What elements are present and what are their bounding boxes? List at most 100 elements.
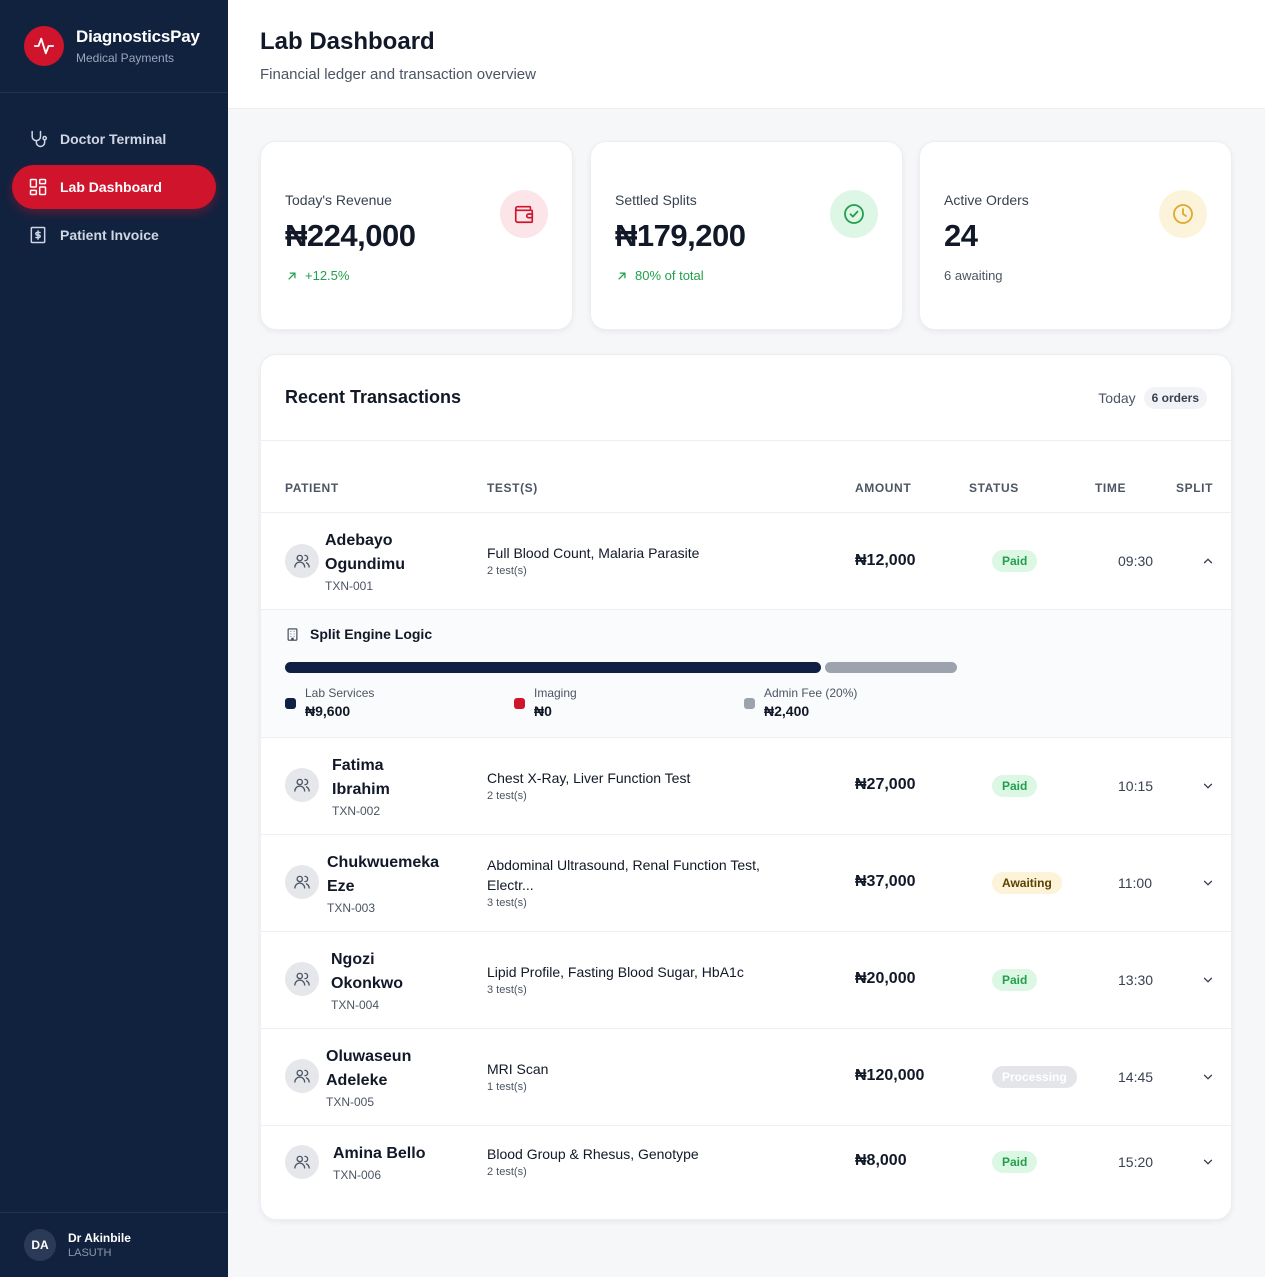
building-icon <box>287 627 298 641</box>
split-bar-admin-fee <box>825 662 957 673</box>
tests-count: 2 test(s) <box>487 1166 527 1178</box>
tests-cell: Lipid Profile, Fasting Blood Sugar, HbA1… <box>487 962 787 996</box>
trend-up-icon <box>288 271 296 280</box>
clock-icon <box>1159 190 1207 238</box>
recent-transactions-card: Recent Transactions Today 6 orders PATIE… <box>260 354 1232 1220</box>
tests-list: Abdominal Ultrasound, Renal Function Tes… <box>487 857 760 893</box>
nav-item-doctor-terminal[interactable]: Doctor Terminal <box>12 117 216 161</box>
table-row[interactable]: Fatima Ibrahim TXN-002 Chest X-Ray, Live… <box>261 738 1231 835</box>
user-profile[interactable]: DA Dr Akinbile LASUTH <box>0 1212 228 1277</box>
kpi-sub: +12.5% <box>305 268 350 283</box>
status-badge: Paid <box>992 550 1038 572</box>
transaction-id: TXN-001 <box>325 579 374 593</box>
period-label: Today <box>1098 389 1136 406</box>
split-title: Split Engine Logic <box>285 626 432 642</box>
col-tests: TEST(S) <box>487 481 538 495</box>
heartbeat-logo-icon <box>24 26 64 66</box>
legend-value: ₦2,400 <box>764 703 810 719</box>
patient-name: Amina Bello <box>333 1145 426 1162</box>
tests-cell: Abdominal Ultrasound, Renal Function Tes… <box>487 855 787 909</box>
kpi-value: 24 <box>944 218 978 253</box>
transactions-header: Recent Transactions Today 6 orders <box>261 355 1231 441</box>
time: 11:00 <box>1118 875 1152 891</box>
patient-avatar-icon <box>285 962 319 996</box>
kpi-value: ₦224,000 <box>285 218 416 253</box>
kpi-trend: 80% of total <box>615 268 878 283</box>
amount: ₦8,000 <box>855 1152 907 1169</box>
tests-count: 1 test(s) <box>487 1081 527 1093</box>
chevron-down-icon[interactable] <box>1201 876 1215 890</box>
user-name: Dr Akinbile <box>68 1231 131 1245</box>
status-badge: Paid <box>992 775 1038 797</box>
tests-list: Blood Group & Rhesus, Genotype <box>487 1146 699 1162</box>
nav-label: Patient Invoice <box>60 227 159 243</box>
app-name: DiagnosticsPay <box>76 27 200 46</box>
stethoscope-icon <box>31 130 48 148</box>
tests-cell: MRI Scan 1 test(s) <box>487 1059 787 1093</box>
kpi-card-revenue: Today's Revenue ₦224,000 +12.5% <box>260 141 573 330</box>
kpi-sub: 80% of total <box>635 268 704 283</box>
chevron-down-icon[interactable] <box>1201 1070 1215 1084</box>
patient-avatar-icon <box>285 1059 319 1093</box>
col-time: TIME <box>1095 481 1127 495</box>
page-header: Lab Dashboard Financial ledger and trans… <box>228 0 1265 109</box>
legend-dot <box>285 698 296 709</box>
kpi-card-settled: Settled Splits ₦179,200 80% of total <box>590 141 903 330</box>
patient-name: Ogundimu <box>325 556 405 573</box>
app-subtitle: Medical Payments <box>76 51 175 65</box>
table-row[interactable]: Ngozi Okonkwo TXN-004 Lipid Profile, Fas… <box>261 932 1231 1029</box>
transaction-id: TXN-006 <box>333 1168 382 1182</box>
col-split: SPLIT <box>1176 481 1214 495</box>
split-title-text: Split Engine Logic <box>310 626 433 642</box>
status-badge: Paid <box>992 969 1038 991</box>
nav-item-lab-dashboard[interactable]: Lab Dashboard <box>12 165 216 209</box>
legend-value: ₦0 <box>534 703 552 719</box>
sidebar: DiagnosticsPay Medical Payments Doctor T… <box>0 0 228 1277</box>
patient-name: Ibrahim <box>332 781 390 798</box>
status-badge: Processing <box>992 1066 1077 1088</box>
chevron-up-icon[interactable] <box>1201 554 1215 568</box>
amount: ₦20,000 <box>855 970 916 987</box>
time: 15:20 <box>1118 1154 1154 1170</box>
kpi-card-orders: Active Orders 24 6 awaiting <box>919 141 1232 330</box>
table-row[interactable]: Amina Bello TXN-006 Blood Group & Rhesus… <box>261 1126 1231 1200</box>
avatar: DA <box>24 1229 56 1261</box>
time: 14:45 <box>1118 1069 1154 1085</box>
patient-avatar-icon <box>285 544 319 578</box>
check-circle-icon <box>830 190 878 238</box>
page-title: Lab Dashboard <box>260 28 435 55</box>
chevron-down-icon[interactable] <box>1201 1155 1215 1169</box>
table-row[interactable]: Chukwuemeka Eze TXN-003 Abdominal Ultras… <box>261 835 1231 932</box>
patient-avatar-icon <box>285 1145 319 1179</box>
legend-dot <box>514 698 525 709</box>
tests-list: Lipid Profile, Fasting Blood Sugar, HbA1… <box>487 964 744 980</box>
status-badge: Awaiting <box>992 872 1062 894</box>
patient-name: Fatima <box>332 757 384 774</box>
split-engine-panel: Split Engine Logic Lab Services ₦9,600 I… <box>261 610 1231 738</box>
nav-label: Lab Dashboard <box>60 179 162 195</box>
tests-count: 2 test(s) <box>487 565 527 577</box>
table-row[interactable]: Oluwaseun Adeleke TXN-005 MRI Scan 1 tes… <box>261 1029 1231 1126</box>
chevron-down-icon[interactable] <box>1201 973 1215 987</box>
patient-avatar-icon <box>285 865 319 899</box>
page-subtitle: Financial ledger and transaction overvie… <box>260 66 536 83</box>
legend-label: Lab Services <box>305 686 375 700</box>
amount: ₦12,000 <box>855 552 916 569</box>
tests-count: 3 test(s) <box>487 984 527 996</box>
table-row[interactable]: Adebayo Ogundimu TXN-001 Full Blood Coun… <box>261 513 1231 610</box>
kpi-sub: 6 awaiting <box>944 268 1003 283</box>
col-patient: PATIENT <box>285 481 339 495</box>
transaction-id: TXN-004 <box>331 998 380 1012</box>
chevron-down-icon[interactable] <box>1201 779 1215 793</box>
split-bar-lab-services <box>285 662 821 673</box>
kpi-label: Active Orders <box>944 192 1029 208</box>
invoice-icon <box>30 226 46 244</box>
tests-count: 2 test(s) <box>487 790 527 802</box>
transactions-title: Recent Transactions <box>285 387 462 407</box>
kpi-trend: +12.5% <box>285 268 548 283</box>
kpi-label: Today's Revenue <box>285 192 392 208</box>
patient-name: Okonkwo <box>331 975 404 992</box>
user-org: LASUTH <box>68 1247 112 1259</box>
transaction-id: TXN-002 <box>332 804 381 818</box>
nav-item-patient-invoice[interactable]: Patient Invoice <box>12 213 216 257</box>
